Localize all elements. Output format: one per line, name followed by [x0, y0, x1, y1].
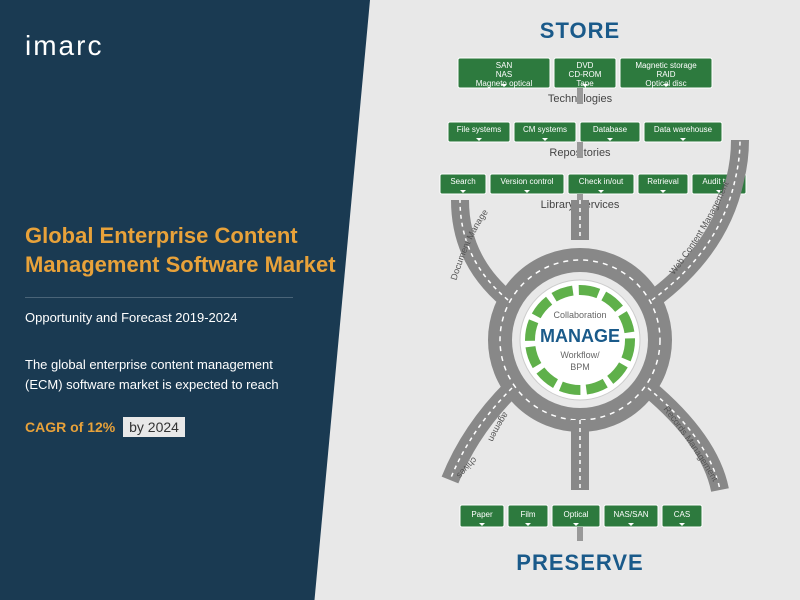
store-heading: STORE	[540, 18, 620, 43]
svg-text:DVD: DVD	[577, 61, 594, 70]
svg-text:File systems: File systems	[457, 125, 501, 134]
svg-text:Retrieval: Retrieval	[647, 177, 679, 186]
preserve-heading: PRESERVE	[516, 550, 643, 575]
ecm-diagram: STORE SANNASMagneto opticalDVDCD-ROMTape…	[340, 10, 780, 590]
by-year: by 2024	[123, 417, 185, 437]
svg-text:Film: Film	[520, 510, 535, 519]
center-bottom1: Workflow/	[560, 350, 600, 360]
divider	[25, 297, 293, 298]
svg-text:Database: Database	[593, 125, 628, 134]
svg-text:Version control: Version control	[501, 177, 554, 186]
svg-text:NAS: NAS	[496, 70, 512, 79]
spoke-web	[652, 140, 740, 300]
bottom-signs: Paper Film Optical NAS/SAN CAS	[460, 505, 702, 541]
center-top-text: Collaboration	[553, 310, 606, 320]
svg-text:CAS: CAS	[674, 510, 690, 519]
description: The global enterprise content management…	[25, 355, 309, 394]
svg-text:Records Management: Records Management	[662, 404, 721, 483]
svg-text:Paper: Paper	[471, 510, 493, 519]
svg-text:Data warehouse: Data warehouse	[654, 125, 713, 134]
subtitle: Opportunity and Forecast 2019-2024	[25, 310, 340, 325]
svg-text:CD-ROM: CD-ROM	[569, 70, 602, 79]
svg-text:NAS/SAN: NAS/SAN	[613, 510, 648, 519]
svg-text:SAN: SAN	[496, 61, 513, 70]
svg-text:RAID: RAID	[656, 70, 675, 79]
spoke-arch	[450, 388, 512, 480]
center-bottom2: BPM	[570, 362, 590, 372]
cagr-value: CAGR of 12%	[25, 419, 115, 435]
svg-text:Check in/out: Check in/out	[579, 177, 624, 186]
cagr-row: CAGR of 12% by 2024	[25, 419, 340, 435]
svg-text:CM systems: CM systems	[523, 125, 567, 134]
sign-rows: SANNASMagneto opticalDVDCD-ROMTapeMagnet…	[440, 58, 746, 211]
manage-text: MANAGE	[540, 326, 620, 346]
svg-text:Search: Search	[450, 177, 475, 186]
svg-text:Magnetic storage: Magnetic storage	[635, 61, 697, 70]
logo: imarc	[25, 30, 340, 62]
left-panel: imarc Global Enterprise Content Manageme…	[0, 0, 370, 600]
report-title: Global Enterprise Content Management Sof…	[25, 222, 340, 279]
svg-text:Optical: Optical	[564, 510, 589, 519]
